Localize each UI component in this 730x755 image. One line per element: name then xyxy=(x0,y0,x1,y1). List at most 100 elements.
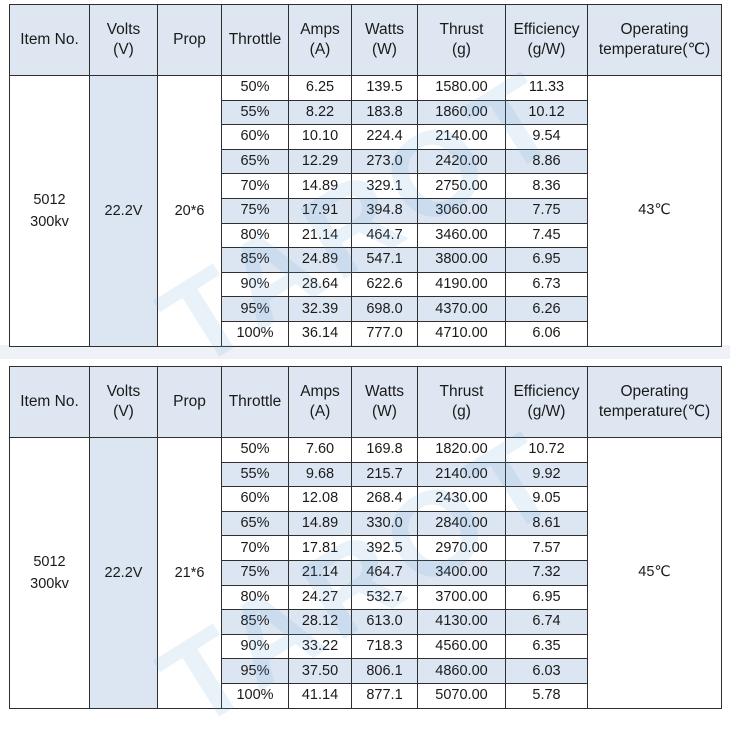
efficiency-cell: 9.05 xyxy=(505,486,588,512)
header-efficiency-line: Efficiency xyxy=(513,383,580,400)
prop-cell-line: 21*6 xyxy=(174,564,205,581)
throttle-cell: 95% xyxy=(221,296,289,322)
watts-cell: 718.3 xyxy=(351,633,418,660)
thrust-cell: 3460.00 xyxy=(417,222,506,249)
header-temperature: Operating temperature(℃) xyxy=(587,366,722,438)
table-row: 60% 12.08 268.4 2430.00 9.05 xyxy=(10,486,722,512)
throttle-cell: 50% xyxy=(221,437,289,463)
efficiency-cell: 11.33 xyxy=(505,75,588,101)
watts-cell: 464.7 xyxy=(351,222,418,249)
amps-cell: 33.22 xyxy=(288,633,352,660)
table-row: 70% 14.89 329.1 2750.00 8.36 xyxy=(10,173,722,199)
efficiency-cell: 7.75 xyxy=(505,197,588,224)
header-amps-line: Amps xyxy=(300,21,340,38)
watts-cell: 622.6 xyxy=(351,271,418,298)
header-watts: Watts (W) xyxy=(351,366,418,438)
header-volts: Volts (V) xyxy=(89,4,158,76)
header-efficiency: Efficiency (g/W) xyxy=(505,4,588,76)
throttle-cell: 55% xyxy=(221,461,289,488)
header-temperature: Operating temperature(℃) xyxy=(587,4,722,76)
efficiency-cell: 9.92 xyxy=(505,461,588,488)
efficiency-cell: 6.35 xyxy=(505,633,588,660)
thrust-cell: 3800.00 xyxy=(417,247,506,273)
header-volts-line: Volts xyxy=(106,383,141,400)
throttle-cell: 60% xyxy=(221,124,289,150)
amps-cell: 28.64 xyxy=(288,271,352,298)
amps-cell: 36.14 xyxy=(288,320,352,347)
watts-cell: 464.7 xyxy=(351,559,418,586)
header-throttle-line: Throttle xyxy=(228,31,282,48)
throttle-cell: 100% xyxy=(221,682,289,709)
watts-cell: 698.0 xyxy=(351,296,418,322)
watts-cell: 330.0 xyxy=(351,510,418,537)
data-table: Item No. Volts (V) Prop Throttle Amps (A) Watts… xyxy=(9,4,722,347)
header-efficiency: Efficiency (g/W) xyxy=(505,366,588,438)
header-throttle-line: Throttle xyxy=(228,393,282,410)
efficiency-cell: 7.57 xyxy=(505,535,588,561)
amps-cell: 32.39 xyxy=(288,296,352,322)
watts-cell: 139.5 xyxy=(351,75,418,101)
header-thrust-line: (g) xyxy=(452,403,471,420)
table-row: 5012 300kv 22.2V 20*6 50% 6.25 139.5 1580.00 11.… xyxy=(9,75,722,347)
efficiency-cell: 9.54 xyxy=(505,124,588,150)
table-row: 85% 28.12 613.0 4130.00 6.74 xyxy=(10,609,722,635)
thrust-cell: 2750.00 xyxy=(417,173,506,199)
watts-cell: 169.8 xyxy=(351,437,418,463)
thrust-cell: 3700.00 xyxy=(417,584,506,611)
thrust-cell: 1580.00 xyxy=(417,75,506,101)
amps-cell: 14.89 xyxy=(288,510,352,537)
item-no-cell-line: 300kv xyxy=(30,213,69,230)
header-amps-line: (A) xyxy=(309,403,331,420)
watts-cell: 777.0 xyxy=(351,320,418,347)
table-row: 80% 21.14 464.7 3460.00 7.45 xyxy=(10,222,722,249)
header-amps-line: (A) xyxy=(309,41,331,58)
amps-cell: 24.27 xyxy=(288,584,352,611)
header-throttle: Throttle xyxy=(221,4,289,76)
efficiency-cell: 8.36 xyxy=(505,173,588,199)
header-item-no: Item No. xyxy=(9,366,90,438)
header-temperature-line: temperature(℃) xyxy=(598,403,711,420)
header-item-no-line: Item No. xyxy=(20,31,79,48)
table-row: 5012 300kv 22.2V 21*6 50% 7.60 169.8 1820.00 10.… xyxy=(9,437,722,709)
watts-cell: 613.0 xyxy=(351,609,418,635)
throttle-cell: 70% xyxy=(221,535,289,561)
separator-band xyxy=(0,345,730,359)
thrust-cell: 4860.00 xyxy=(417,658,506,684)
header-volts: Volts (V) xyxy=(89,366,158,438)
item-no-cell: 5012 300kv xyxy=(9,437,90,709)
amps-cell: 7.60 xyxy=(288,437,352,463)
header-thrust: Thrust (g) xyxy=(417,366,506,438)
header-volts-line: Volts xyxy=(106,21,141,38)
watts-cell: 329.1 xyxy=(351,173,418,199)
efficiency-cell: 10.72 xyxy=(505,437,588,463)
thrust-cell: 4560.00 xyxy=(417,633,506,660)
thrust-cell: 2140.00 xyxy=(417,124,506,150)
header-volts-line: (V) xyxy=(113,403,134,420)
throttle-cell: 85% xyxy=(221,609,289,635)
thrust-cell: 2140.00 xyxy=(417,461,506,488)
item-no-cell-line: 300kv xyxy=(30,575,69,592)
header-volts-line: (V) xyxy=(113,41,134,58)
watts-cell: 224.4 xyxy=(351,124,418,150)
header-efficiency-line: (g/W) xyxy=(527,403,566,420)
table-row: 90% 33.22 718.3 4560.00 6.35 xyxy=(10,633,722,660)
item-no-cell: 5012 300kv xyxy=(9,75,90,347)
table-row: 65% 12.29 273.0 2420.00 8.86 xyxy=(10,148,722,175)
header-thrust-line: Thrust xyxy=(439,383,484,400)
header-prop: Prop xyxy=(157,4,222,76)
throttle-cell: 75% xyxy=(221,559,289,586)
amps-cell: 6.25 xyxy=(288,75,352,101)
header-temperature-line: Operating xyxy=(620,383,689,400)
table-row: 75% 21.14 464.7 3400.00 7.32 xyxy=(10,559,722,586)
table-row: 90% 28.64 622.6 4190.00 6.73 xyxy=(10,271,722,298)
amps-cell: 37.50 xyxy=(288,658,352,684)
thrust-cell: 3400.00 xyxy=(417,559,506,586)
throttle-cell: 65% xyxy=(221,148,289,175)
header-prop-line: Prop xyxy=(173,393,206,410)
thrust-cell: 1820.00 xyxy=(417,437,506,463)
table-row: 60% 10.10 224.4 2140.00 9.54 xyxy=(10,124,722,150)
watts-cell: 806.1 xyxy=(351,658,418,684)
watts-cell: 392.5 xyxy=(351,535,418,561)
header-watts-line: Watts xyxy=(364,21,405,38)
header-amps-line: Amps xyxy=(300,383,340,400)
